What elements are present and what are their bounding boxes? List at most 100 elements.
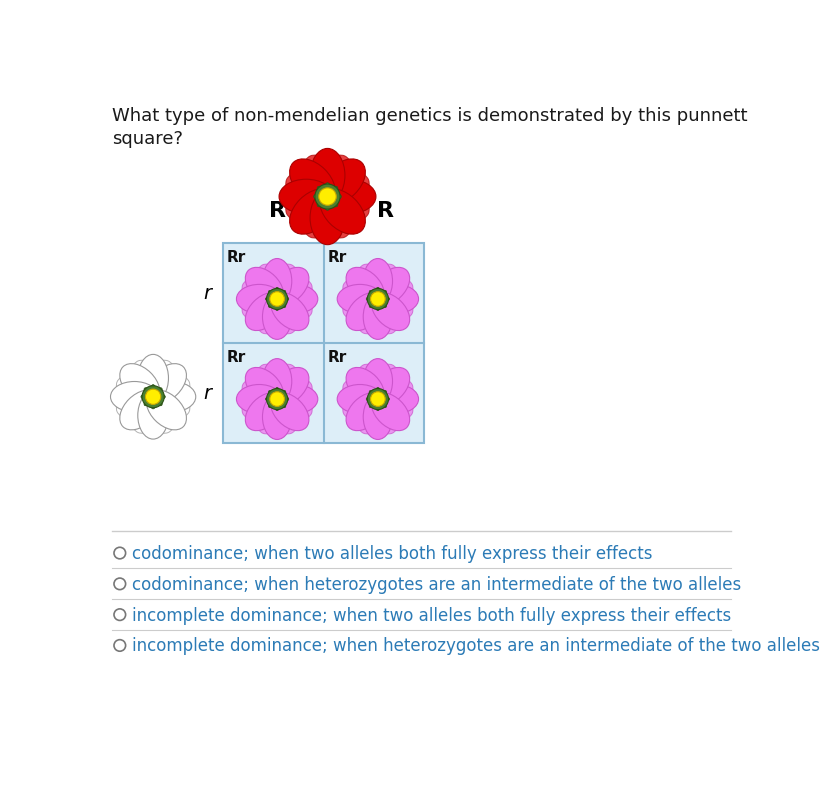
Ellipse shape (245, 368, 284, 406)
Text: r: r (203, 384, 211, 403)
Ellipse shape (289, 160, 335, 205)
Ellipse shape (371, 265, 399, 302)
Ellipse shape (275, 380, 312, 406)
Text: codominance; when two alleles both fully express their effects: codominance; when two alleles both fully… (132, 544, 653, 562)
Text: What type of non-mendelian genetics is demonstrated by this punnett
square?: What type of non-mendelian genetics is d… (112, 106, 747, 148)
Ellipse shape (324, 197, 331, 211)
Text: incomplete dominance; when two alleles both fully express their effects: incomplete dominance; when two alleles b… (132, 606, 732, 624)
Ellipse shape (245, 293, 284, 331)
Ellipse shape (346, 293, 385, 331)
Ellipse shape (151, 376, 190, 405)
Ellipse shape (151, 390, 190, 418)
Ellipse shape (275, 279, 312, 307)
Ellipse shape (153, 397, 162, 406)
Ellipse shape (369, 291, 378, 300)
Ellipse shape (363, 395, 393, 440)
Ellipse shape (367, 397, 378, 402)
Ellipse shape (242, 393, 279, 420)
Ellipse shape (277, 297, 289, 303)
Ellipse shape (262, 359, 292, 405)
Ellipse shape (262, 260, 292, 304)
Ellipse shape (373, 385, 418, 414)
Text: r: r (203, 284, 211, 303)
Ellipse shape (272, 285, 318, 314)
Circle shape (142, 386, 164, 408)
Ellipse shape (269, 391, 278, 400)
Ellipse shape (343, 279, 380, 307)
Text: R: R (377, 201, 394, 221)
Circle shape (315, 185, 340, 210)
Ellipse shape (279, 180, 333, 215)
Text: incomplete dominance; when heterozygotes are an intermediate of the two alleles: incomplete dominance; when heterozygotes… (132, 637, 820, 654)
Circle shape (371, 393, 386, 407)
Circle shape (114, 640, 126, 651)
Ellipse shape (320, 190, 365, 235)
Ellipse shape (358, 265, 385, 302)
Ellipse shape (358, 298, 385, 334)
Ellipse shape (310, 149, 345, 203)
Ellipse shape (324, 183, 331, 197)
Ellipse shape (372, 393, 409, 431)
Ellipse shape (256, 365, 284, 401)
Ellipse shape (277, 391, 286, 400)
Ellipse shape (363, 359, 393, 405)
Ellipse shape (270, 293, 309, 331)
Ellipse shape (372, 368, 409, 406)
Ellipse shape (371, 365, 399, 401)
Ellipse shape (141, 394, 153, 401)
Ellipse shape (277, 397, 289, 402)
Ellipse shape (275, 400, 280, 411)
Ellipse shape (132, 395, 160, 434)
Ellipse shape (269, 399, 278, 408)
Ellipse shape (320, 160, 365, 205)
Ellipse shape (272, 385, 318, 414)
Ellipse shape (138, 393, 169, 440)
Ellipse shape (270, 298, 298, 334)
Ellipse shape (321, 180, 376, 215)
Ellipse shape (343, 293, 380, 320)
Ellipse shape (275, 393, 312, 420)
Ellipse shape (363, 260, 393, 304)
Ellipse shape (270, 365, 298, 401)
Ellipse shape (371, 298, 399, 334)
Ellipse shape (269, 299, 278, 308)
Text: Rr: Rr (327, 350, 347, 365)
Ellipse shape (303, 195, 335, 238)
Ellipse shape (376, 393, 413, 420)
Ellipse shape (337, 285, 383, 314)
Text: R: R (269, 201, 285, 221)
Ellipse shape (138, 355, 169, 402)
Ellipse shape (120, 364, 160, 404)
Text: Rr: Rr (227, 250, 246, 264)
Ellipse shape (376, 293, 413, 320)
Circle shape (114, 578, 126, 590)
Ellipse shape (270, 265, 298, 302)
Ellipse shape (245, 268, 284, 306)
Ellipse shape (144, 388, 154, 397)
Ellipse shape (146, 391, 187, 431)
Ellipse shape (117, 376, 155, 405)
Circle shape (114, 609, 126, 620)
Ellipse shape (375, 400, 381, 411)
Ellipse shape (358, 397, 385, 435)
Ellipse shape (117, 390, 155, 418)
Ellipse shape (377, 399, 386, 408)
Ellipse shape (146, 361, 174, 399)
Ellipse shape (327, 194, 341, 201)
Ellipse shape (373, 285, 418, 314)
Ellipse shape (369, 399, 378, 408)
Ellipse shape (371, 397, 399, 435)
Ellipse shape (372, 268, 409, 306)
Circle shape (367, 389, 389, 410)
Ellipse shape (256, 298, 284, 334)
Circle shape (319, 189, 336, 206)
Ellipse shape (317, 197, 328, 208)
Bar (223, 243, 424, 444)
Ellipse shape (275, 299, 280, 311)
Circle shape (367, 289, 389, 310)
Ellipse shape (327, 197, 338, 208)
Ellipse shape (120, 391, 160, 431)
Circle shape (371, 292, 386, 307)
Ellipse shape (320, 195, 352, 238)
Ellipse shape (256, 397, 284, 435)
